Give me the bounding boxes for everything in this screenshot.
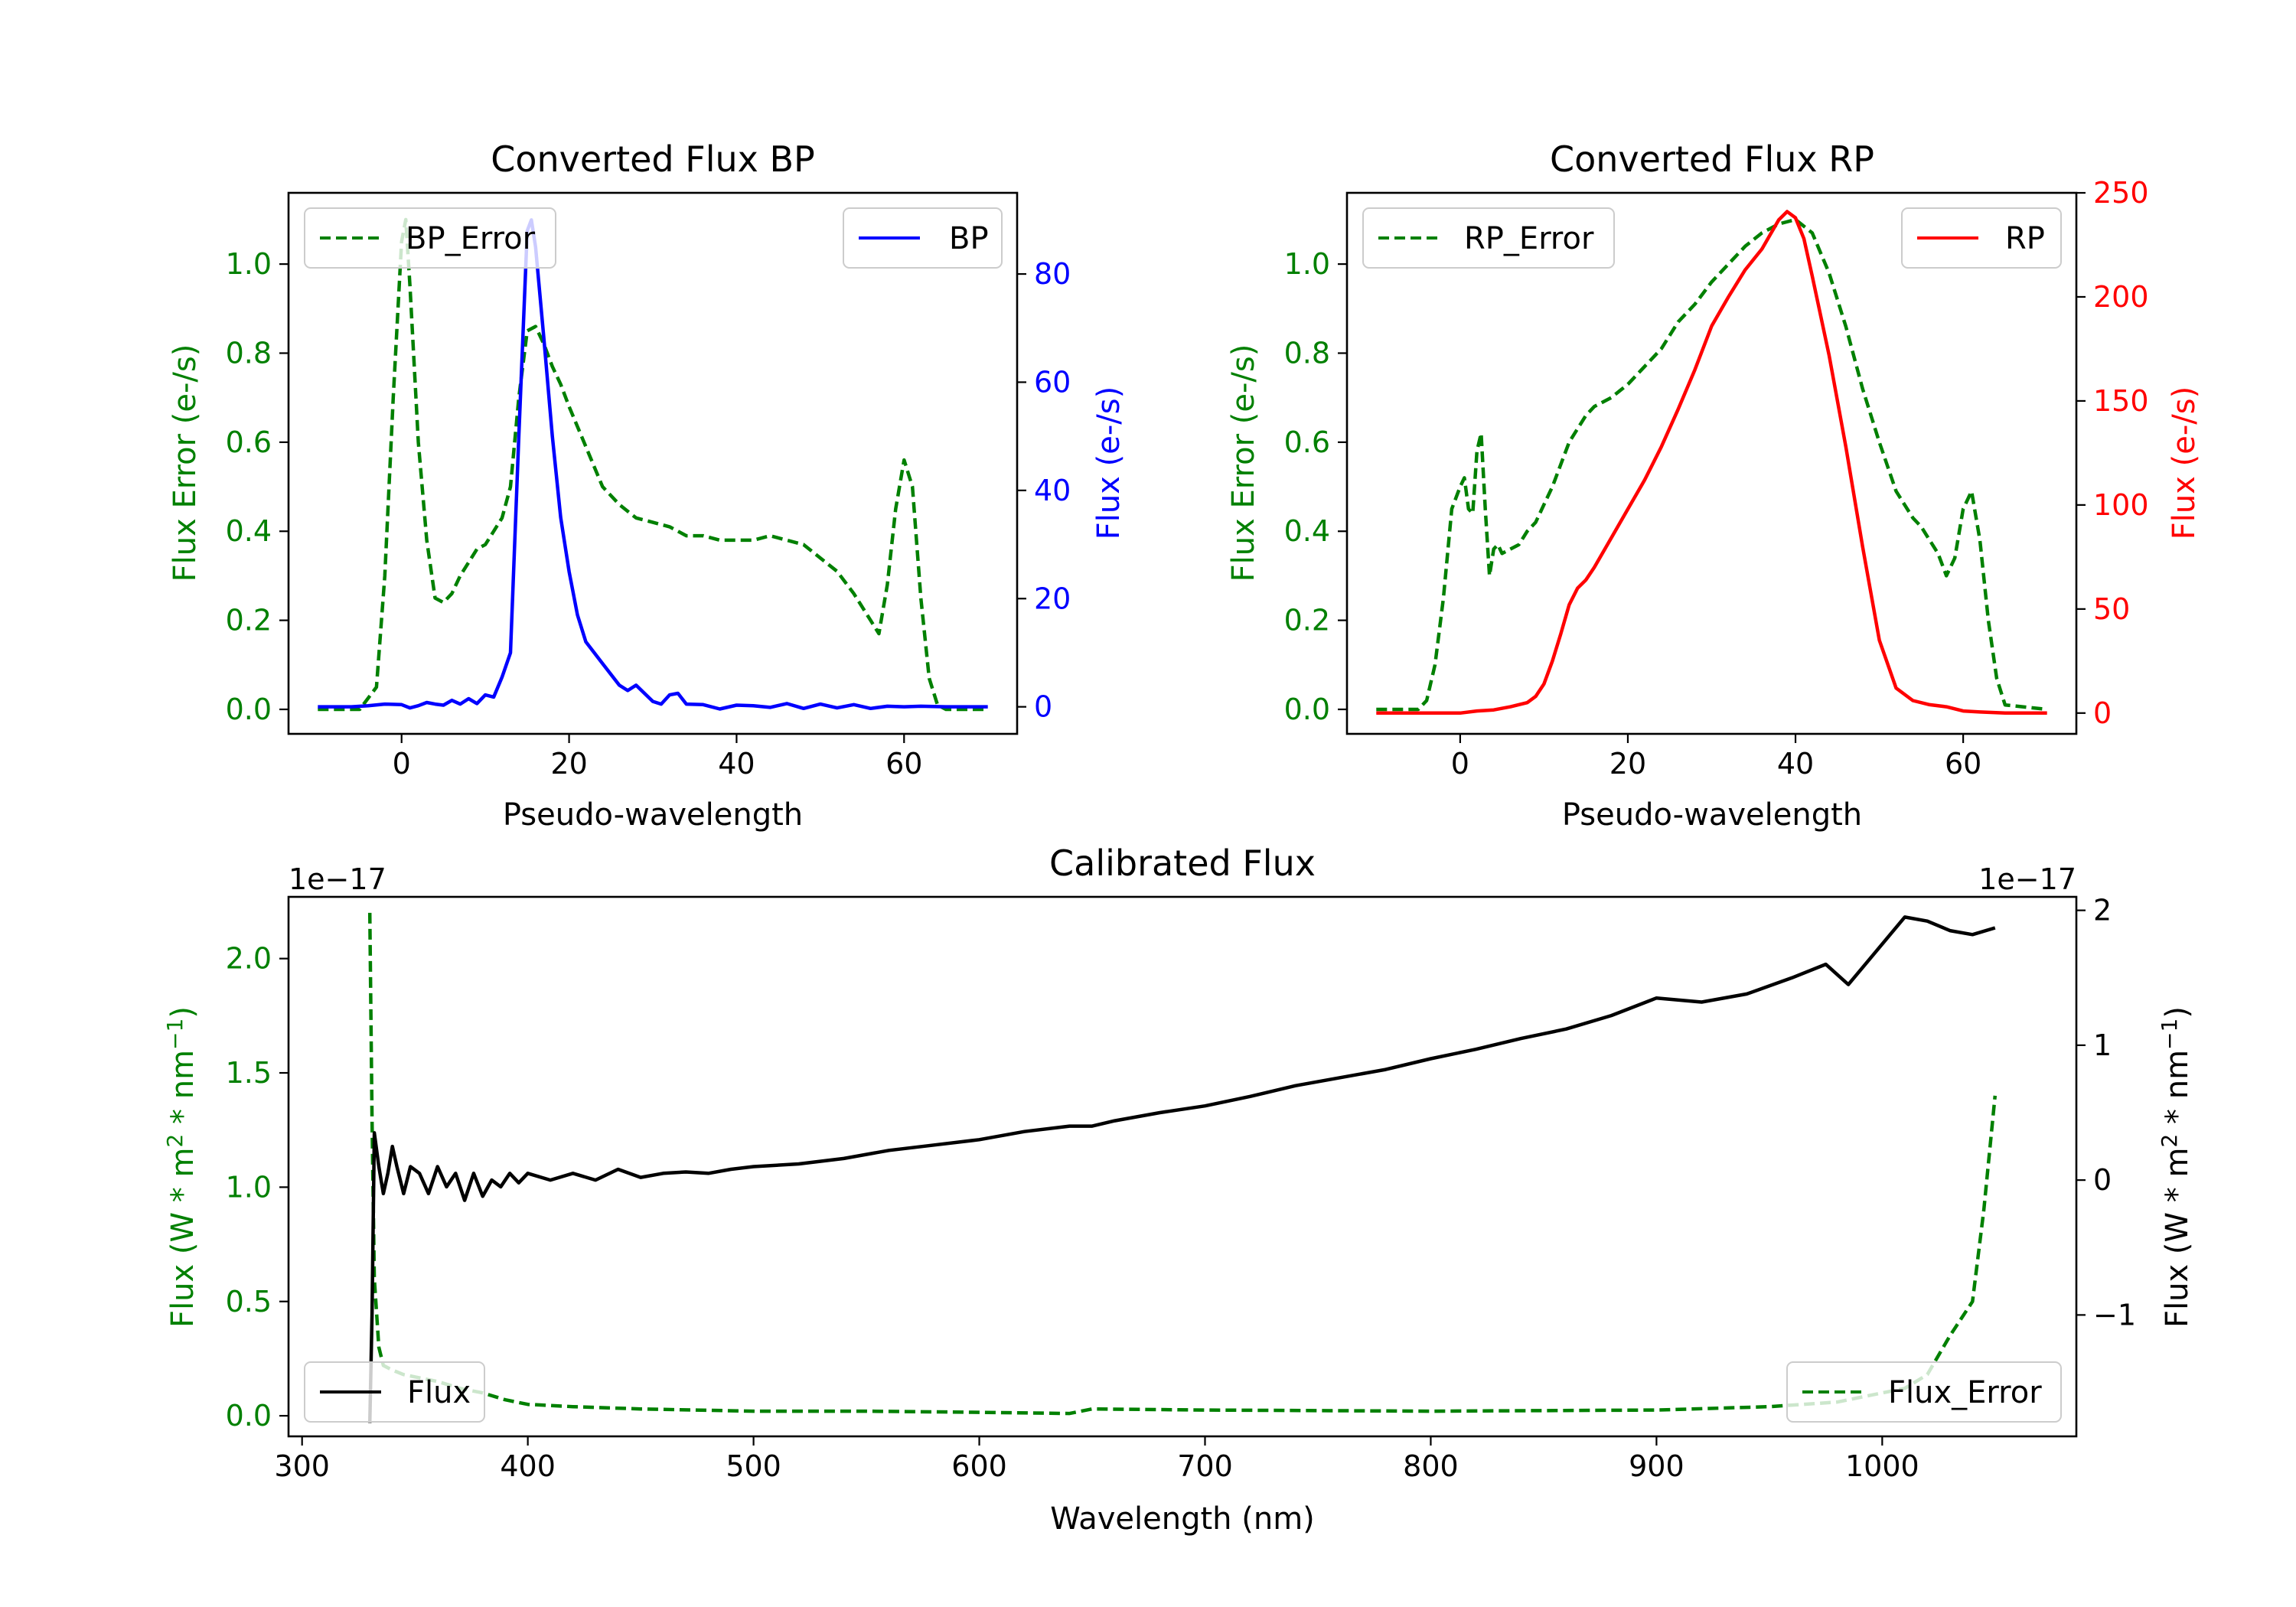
calibrated-left-tick-label: 0.0 <box>226 1399 272 1433</box>
bp-series-bp-error <box>318 217 988 712</box>
calibrated-x-axis-label: Wavelength (nm) <box>1050 1501 1315 1537</box>
calibrated-left-tick-label: 2.0 <box>226 942 272 976</box>
bp-left-axis-label: Flux Error (e-/s) <box>168 344 203 582</box>
rp-left-tick-label: 0.4 <box>1284 514 1330 548</box>
calibrated-left-tick-label: 1.5 <box>226 1056 272 1090</box>
calibrated-chart-title: Calibrated Flux <box>1049 843 1316 884</box>
calibrated-legend-left-box <box>304 1361 485 1423</box>
bp-left-tick-label: 1.0 <box>226 247 272 281</box>
bp-x-tick-label: 60 <box>885 747 922 781</box>
calibrated-legend-error-label: Flux_Error <box>1888 1375 2042 1410</box>
calibrated-legend-right-box <box>1786 1361 2062 1423</box>
rp-ticks: 0 20 40 60 0.0 0.2 0.4 0.6 0.8 1.0 0 50 100 150 200 250 <box>1284 176 2149 781</box>
rp-right-axis-label: Flux (e-/s) <box>2167 386 2202 539</box>
rp-left-tick-label: 0.6 <box>1284 425 1330 459</box>
calibrated-x-tick-label: 800 <box>1403 1449 1459 1483</box>
calibrated-left-offset-text: 1e−17 <box>289 862 386 896</box>
bp-x-tick-label: 0 <box>393 747 411 781</box>
bp-legend-error-label: BP_Error <box>406 221 536 256</box>
rp-series-rp-error <box>1376 217 2047 712</box>
rp-chart: Converted Flux RP 0 20 40 60 0.0 0.2 0.4 0.6 0.8… <box>1226 139 2202 833</box>
bp-left-tick-label: 0.8 <box>226 336 272 370</box>
bp-x-tick-label: 40 <box>718 747 755 781</box>
rp-legend-left-box <box>1362 207 1615 269</box>
calibrated-x-tick-label: 500 <box>726 1449 781 1483</box>
rp-right-tick-label: 50 <box>2093 592 2130 626</box>
calibrated-legend-left: Flux <box>304 1361 485 1423</box>
calibrated-series-flux <box>367 915 1996 1423</box>
calibrated-ticks: 300 400 500 600 700 800 900 1000 0.0 0.5 1.0 1.5 2.0… <box>226 894 2136 1483</box>
rp-legend-left: RP_Error <box>1362 207 1615 269</box>
calibrated-left-tick-label: 0.5 <box>226 1285 272 1319</box>
rp-right-tick-label: 100 <box>2093 488 2149 522</box>
calibrated-left-axis-label: Flux (W * m2 * nm−1) <box>162 1006 201 1328</box>
calibrated-right-tick-label: 2 <box>2093 894 2112 927</box>
bp-x-tick-label: 20 <box>550 747 587 781</box>
rp-left-tick-label: 0.8 <box>1284 336 1330 370</box>
bp-right-tick-label: 80 <box>1034 257 1071 291</box>
bp-legend-left-box <box>304 207 556 269</box>
calibrated-right-tick-label: 1 <box>2093 1028 2112 1062</box>
rp-left-tick-label: 1.0 <box>1284 247 1330 281</box>
rp-chart-title: Converted Flux RP <box>1550 139 1874 180</box>
calibrated-x-tick-label: 900 <box>1629 1449 1684 1483</box>
bp-right-tick-label: 20 <box>1034 582 1071 615</box>
calibrated-x-tick-label: 700 <box>1177 1449 1233 1483</box>
rp-x-tick-label: 60 <box>1945 747 1981 781</box>
bp-legend-right: BP <box>843 207 1003 269</box>
bp-right-tick-label: 0 <box>1034 690 1052 724</box>
bp-series-bp <box>318 218 988 711</box>
rp-legend-right-box <box>1901 207 2062 269</box>
rp-series-layer <box>1376 210 2047 715</box>
rp-right-tick-label: 150 <box>2093 384 2149 418</box>
calibrated-right-tick-label: 0 <box>2093 1163 2112 1197</box>
calibrated-legend-flux-label: Flux <box>407 1375 471 1410</box>
bp-axes-frame <box>287 191 1019 735</box>
bp-left-tick-label: 0.4 <box>226 514 272 548</box>
rp-right-tick-label: 250 <box>2093 176 2149 210</box>
bp-right-axis-label: Flux (e-/s) <box>1091 386 1127 539</box>
calibrated-legend-right: Flux_Error <box>1786 1361 2062 1423</box>
rp-x-tick-label: 20 <box>1609 747 1646 781</box>
calibrated-right-tick-label: −1 <box>2093 1298 2136 1332</box>
rp-right-tick-label: 200 <box>2093 280 2149 314</box>
calibrated-axes-frame <box>287 895 2078 1438</box>
bp-series-layer <box>318 217 988 712</box>
rp-x-tick-label: 0 <box>1451 747 1469 781</box>
bp-left-tick-label: 0.6 <box>226 425 272 459</box>
rp-series-rp <box>1376 210 2047 715</box>
bp-left-tick-label: 0.0 <box>226 693 272 726</box>
bp-legend-right-box <box>843 207 1003 269</box>
rp-legend-flux-label: RP <box>2005 221 2045 256</box>
bp-legend-flux-label: BP <box>949 221 989 256</box>
bp-left-tick-label: 0.2 <box>226 604 272 637</box>
calibrated-left-tick-label: 1.0 <box>226 1170 272 1204</box>
bp-right-tick-label: 60 <box>1034 365 1071 399</box>
rp-x-axis-label: Pseudo-wavelength <box>1562 797 1862 833</box>
bp-legend-left: BP_Error <box>304 207 556 269</box>
rp-axes-frame <box>1345 191 2078 735</box>
rp-legend-error-label: RP_Error <box>1464 221 1594 256</box>
calibrated-x-tick-label: 600 <box>951 1449 1007 1483</box>
rp-right-tick-label: 0 <box>2093 696 2112 730</box>
rp-left-tick-label: 0.2 <box>1284 604 1330 637</box>
rp-left-tick-label: 0.0 <box>1284 693 1330 726</box>
calibrated-x-tick-label: 300 <box>274 1449 330 1483</box>
bp-chart: Converted Flux BP 0 20 40 60 0.0 0.2 0.4 0.6 0.8… <box>168 139 1127 833</box>
rp-legend-right: RP <box>1901 207 2062 269</box>
rp-x-tick-label: 40 <box>1777 747 1814 781</box>
calibrated-right-axis-label: Flux (W * m2 * nm−1) <box>2157 1006 2195 1328</box>
rp-left-axis-label: Flux Error (e-/s) <box>1226 344 1261 582</box>
calibrated-x-tick-label: 1000 <box>1845 1449 1919 1483</box>
bp-right-tick-label: 40 <box>1034 474 1071 507</box>
calibrated-chart: Calibrated Flux 1e−17 1e−17 300 400 500 600… <box>162 843 2195 1537</box>
calibrated-right-offset-text: 1e−17 <box>1978 862 2076 896</box>
bp-ticks: 0 20 40 60 0.0 0.2 0.4 0.6 0.8 1.0 0 20 40 60 80 <box>226 247 1071 781</box>
bp-chart-title: Converted Flux BP <box>491 139 815 180</box>
bp-x-axis-label: Pseudo-wavelength <box>503 797 803 833</box>
calibrated-x-tick-label: 400 <box>500 1449 556 1483</box>
